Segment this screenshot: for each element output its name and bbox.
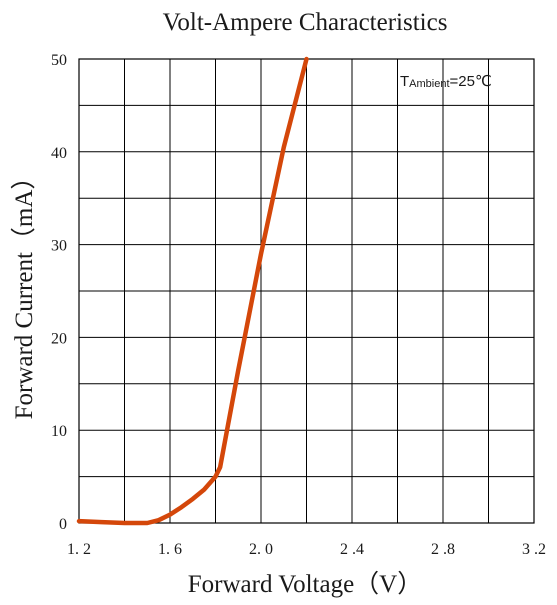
y-tick-labels: 0 10 20 30 40 50 — [51, 52, 67, 533]
x-tick-label: 2 .4 — [340, 541, 364, 558]
annotation-prefix: T — [400, 73, 409, 90]
y-tick-label: 0 — [59, 516, 67, 533]
y-tick-label: 10 — [51, 423, 67, 440]
x-tick-label: 3 .2 — [522, 541, 546, 558]
y-axis-label: Forward Current（mA） — [10, 165, 38, 420]
y-tick-label: 20 — [51, 330, 67, 347]
x-tick-labels: 1. 2 1. 6 2. 0 2 .4 2 .8 3 .2 — [67, 541, 546, 558]
grid — [79, 59, 534, 523]
annotation-value: =25℃ — [450, 73, 492, 90]
y-tick-label: 40 — [51, 145, 67, 162]
x-axis-label: Forward Voltage（V） — [188, 570, 422, 598]
series-line — [76, 56, 309, 526]
ambient-annotation: TAmbient=25℃ — [400, 73, 492, 90]
y-tick-label: 50 — [51, 52, 67, 69]
x-tick-label: 2 .8 — [431, 541, 455, 558]
x-tick-label: 2. 0 — [249, 541, 273, 558]
chart-title: Volt-Ampere Characteristics — [163, 9, 448, 36]
x-tick-label: 1. 6 — [158, 541, 182, 558]
annotation-subscript: Ambient — [409, 78, 449, 90]
y-tick-label: 30 — [51, 238, 67, 255]
x-tick-label: 1. 2 — [67, 541, 91, 558]
